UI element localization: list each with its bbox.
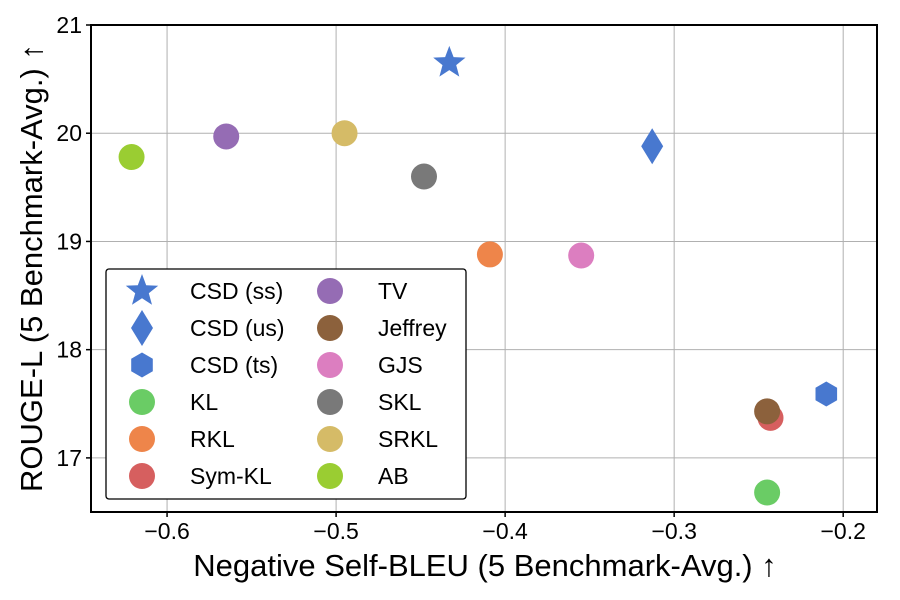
y-tick-label: 19 <box>56 228 82 254</box>
point-srkl <box>331 120 358 147</box>
point-csd-us <box>641 128 664 165</box>
legend-marker-jeffrey <box>317 315 343 341</box>
legend-marker-rkl <box>129 426 155 452</box>
legend-label-skl: SKL <box>378 389 422 415</box>
x-tick-label: −0.3 <box>651 518 696 544</box>
legend-label-rkl: RKL <box>190 426 235 452</box>
point-gjs <box>568 242 595 269</box>
y-tick-label: 17 <box>56 445 82 471</box>
x-axis-ticks: −0.6 −0.5 −0.4 −0.3 −0.2 <box>144 512 866 544</box>
legend-label-srkl: SRKL <box>378 426 438 452</box>
legend-marker-sym-kl <box>129 463 155 489</box>
legend-marker-ab <box>317 463 343 489</box>
legend-label-csd-ts: CSD (ts) <box>190 352 278 378</box>
x-tick-label: −0.4 <box>482 518 528 544</box>
point-tv <box>213 123 240 150</box>
x-tick-label: −0.2 <box>820 518 865 544</box>
point-csd-ss <box>433 45 466 77</box>
legend-label-ab: AB <box>378 463 409 489</box>
legend-marker-gjs <box>317 352 343 378</box>
legend-label-kl: KL <box>190 389 218 415</box>
legend-label-jeffrey: Jeffrey <box>378 315 447 341</box>
legend-box <box>105 268 467 500</box>
point-jeffrey <box>754 398 781 425</box>
data-points <box>118 45 838 506</box>
x-axis-label: Negative Self-BLEU (5 Benchmark-Avg.) ↑ <box>193 548 777 583</box>
legend-marker-tv <box>317 278 343 304</box>
point-rkl <box>476 241 503 268</box>
legend-label-tv: TV <box>378 278 408 304</box>
legend-label-csd-us: CSD (us) <box>190 315 285 341</box>
x-tick-label: −0.5 <box>313 518 358 544</box>
legend-marker-csd-ss <box>125 274 159 305</box>
x-tick-label: −0.6 <box>144 518 189 544</box>
plot-frame <box>90 24 878 513</box>
point-kl <box>754 479 781 506</box>
point-csd-ts <box>815 381 838 407</box>
legend-marker-srkl <box>317 426 343 452</box>
point-ab <box>118 144 145 171</box>
y-axis-ticks: 17 18 19 20 21 <box>56 12 91 471</box>
legend-label-csd-ss: CSD (ss) <box>190 278 283 304</box>
legend-label-sym-kl: Sym-KL <box>190 463 272 489</box>
y-tick-label: 21 <box>56 12 82 38</box>
legend-marker-csd-ts <box>131 352 153 378</box>
legend-label-gjs: GJS <box>378 352 423 378</box>
y-tick-label: 18 <box>56 337 82 363</box>
point-skl <box>410 163 437 190</box>
legend-marker-kl <box>129 389 155 415</box>
legend-marker-csd-us <box>131 310 153 346</box>
legend: CSD (ss) CSD (us) CSD (ts) KL RKL Sym-KL TV Jef… <box>105 268 467 500</box>
y-axis-label: ROUGE-L (5 Benchmark-Avg.) ↑ <box>14 44 49 492</box>
y-tick-label: 20 <box>56 120 82 146</box>
legend-marker-skl <box>317 389 343 415</box>
